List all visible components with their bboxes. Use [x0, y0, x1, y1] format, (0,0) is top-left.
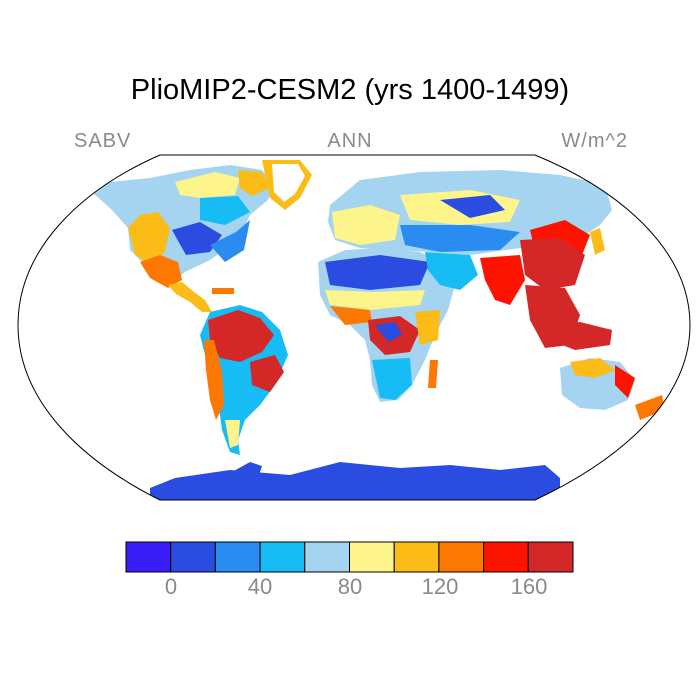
- eurasia-region: [328, 170, 612, 262]
- australia-north-orange: [570, 358, 615, 378]
- na-pacific-orange: [128, 212, 170, 265]
- colorbar-tick-label-0: 0: [164, 574, 178, 599]
- central-america-region: [168, 282, 234, 312]
- colorbar-swatch-4: [304, 541, 350, 573]
- madagascar: [428, 360, 438, 388]
- amazon-red: [208, 310, 274, 362]
- colorbar-swatch-9: [527, 541, 574, 573]
- colorbar-swatch-8: [483, 541, 529, 573]
- middle-east-blue: [425, 252, 478, 290]
- southern-africa-lightblue: [372, 358, 412, 400]
- colorbar-swatch-0: [125, 541, 172, 573]
- variable-name: SABV: [74, 130, 132, 152]
- central-asia-blue: [400, 225, 520, 252]
- sahara-blue: [325, 255, 430, 290]
- maritime-islands: [545, 322, 612, 350]
- colorbar-swatch-5: [349, 541, 395, 573]
- south-america-region: [200, 305, 288, 455]
- plot-title: PlioMIP2-CESM2 (yrs 1400-1499): [130, 74, 570, 106]
- south-asia-region: [425, 228, 605, 348]
- land-fields: [92, 160, 665, 500]
- colorbar-swatch-3: [259, 541, 306, 573]
- na-central-blue: [172, 222, 222, 255]
- na-east-blue: [210, 220, 250, 262]
- na-southwest-red: [140, 255, 182, 288]
- colorbar-tick-label-160: 160: [510, 574, 548, 599]
- greenland-region: [262, 160, 312, 210]
- colorbar-tick-label-40: 40: [247, 574, 273, 599]
- colorbar-tick-label-80: 80: [337, 574, 363, 599]
- antarctica-region: [150, 462, 560, 500]
- brazil-east-red: [250, 355, 284, 392]
- japan: [590, 228, 605, 255]
- africa-region: [318, 248, 455, 402]
- na-north-yellow: [175, 172, 240, 198]
- caribbean-islands: [212, 288, 234, 294]
- colorbar: [125, 541, 574, 573]
- antarctic-peninsula: [232, 462, 262, 478]
- globe-outline: [17, 154, 691, 501]
- patagonia-yellow: [225, 420, 240, 448]
- india-red: [480, 255, 525, 305]
- north-america-region: [92, 165, 274, 288]
- na-arctic-orange: [238, 170, 270, 196]
- west-africa-orange: [330, 306, 372, 325]
- central-america: [168, 282, 212, 312]
- colorbar-swatch-6: [393, 541, 440, 573]
- europe-yellow: [332, 205, 400, 245]
- units-label: W/m^2: [561, 130, 628, 152]
- new-zealand: [635, 395, 665, 420]
- sahel-yellow: [325, 290, 425, 310]
- na-hudson-blue: [200, 196, 250, 225]
- australasia-region: [545, 322, 665, 420]
- colorbar-swatch-2: [214, 541, 261, 573]
- antarctica: [150, 462, 560, 500]
- east-africa-orange: [415, 310, 440, 345]
- china-red: [520, 238, 585, 290]
- season-label: ANN: [327, 130, 373, 152]
- greenland-ice: [272, 164, 305, 202]
- colorbar-tick-label-120: 120: [421, 574, 459, 599]
- andes-orange: [204, 340, 224, 420]
- siberia-blue: [440, 195, 505, 218]
- colorbar-swatch-1: [170, 541, 216, 573]
- congo-blue: [375, 322, 402, 342]
- colorbar-swatch-7: [438, 541, 485, 573]
- australia-east-red: [615, 365, 635, 398]
